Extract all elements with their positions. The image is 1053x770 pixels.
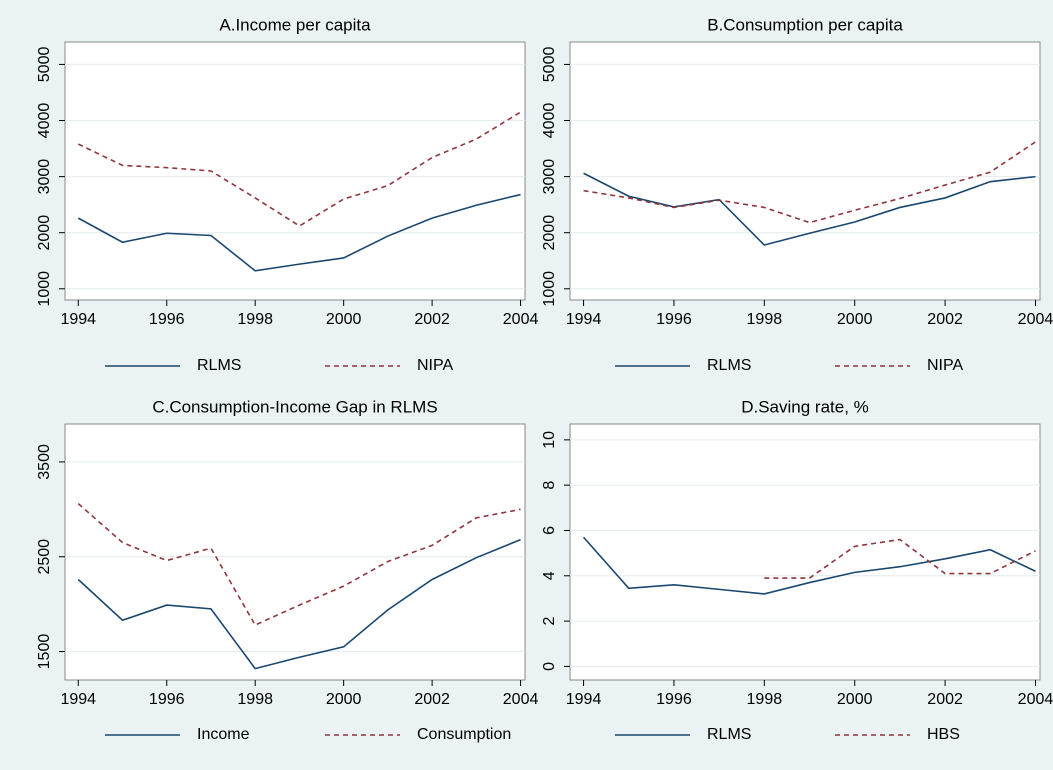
- y-tick-label: 3000: [36, 159, 53, 195]
- y-tick-label: 0: [541, 662, 558, 671]
- legend-label: NIPA: [417, 357, 453, 374]
- x-tick-label: 2002: [927, 311, 963, 328]
- legend-label: Consumption: [417, 726, 511, 743]
- series-line: [582, 536, 1036, 595]
- x-tick-label: 2004: [1018, 311, 1053, 328]
- x-tick-label: 2000: [326, 691, 362, 708]
- y-tick-label: 8: [541, 481, 558, 490]
- x-tick-label: 1994: [60, 311, 96, 328]
- series-line: [583, 172, 1036, 246]
- x-tick-label: 2004: [1018, 691, 1053, 708]
- legend-label: HBS: [927, 726, 960, 743]
- legend-label: NIPA: [927, 357, 963, 374]
- x-tick-label: 2002: [414, 691, 450, 708]
- x-tick-label: 1994: [566, 691, 602, 708]
- chart-title: A.Income per capita: [219, 15, 371, 34]
- x-tick-label: 1994: [566, 311, 602, 328]
- x-tick-label: 2000: [326, 311, 362, 328]
- x-tick-label: 1996: [149, 691, 185, 708]
- x-tick-label: 1994: [60, 691, 96, 708]
- legend-label: RLMS: [707, 357, 751, 374]
- y-tick-label: 5000: [36, 47, 53, 83]
- y-tick-label: 1000: [36, 271, 53, 307]
- x-tick-label: 2004: [503, 311, 539, 328]
- series-line: [77, 503, 521, 627]
- y-tick-label: 6: [541, 526, 558, 535]
- x-tick-label: 2000: [837, 691, 873, 708]
- x-tick-label: 1998: [237, 311, 273, 328]
- series-line: [77, 193, 521, 272]
- series-line: [77, 538, 521, 670]
- legend-label: RLMS: [197, 357, 241, 374]
- x-tick-label: 1998: [237, 691, 273, 708]
- series-line: [583, 141, 1036, 224]
- legend-label: Income: [197, 726, 250, 743]
- x-tick-label: 2002: [927, 691, 963, 708]
- x-tick-label: 1998: [747, 311, 783, 328]
- y-tick-label: 10: [541, 431, 558, 449]
- x-tick-label: 1996: [656, 311, 692, 328]
- plot-area: [64, 41, 526, 301]
- x-tick-label: 1998: [747, 691, 783, 708]
- y-tick-label: 3000: [541, 159, 558, 195]
- y-tick-label: 4000: [541, 103, 558, 139]
- series-line: [77, 111, 521, 227]
- y-tick-label: 1500: [36, 634, 53, 670]
- y-tick-label: 2000: [36, 215, 53, 251]
- chart-title: C.Consumption-Income Gap in RLMS: [152, 397, 437, 416]
- y-tick-label: 4: [541, 571, 558, 580]
- x-tick-label: 2004: [503, 691, 539, 708]
- x-tick-label: 1996: [149, 311, 185, 328]
- chart-title: B.Consumption per capita: [707, 15, 903, 34]
- x-tick-label: 1996: [656, 691, 692, 708]
- legend-label: RLMS: [707, 726, 751, 743]
- y-tick-label: 5000: [541, 47, 558, 83]
- y-tick-label: 3500: [36, 444, 53, 480]
- y-tick-label: 2000: [541, 215, 558, 251]
- y-tick-label: 2: [541, 617, 558, 626]
- chart-title: D.Saving rate, %: [741, 397, 869, 416]
- y-tick-label: 4000: [36, 103, 53, 139]
- plot-area: [64, 423, 526, 681]
- y-tick-label: 2500: [36, 539, 53, 575]
- x-tick-label: 2000: [837, 311, 873, 328]
- y-tick-label: 1000: [541, 271, 558, 307]
- series-line: [764, 538, 1036, 579]
- plot-area: [569, 41, 1041, 301]
- x-tick-label: 2002: [414, 311, 450, 328]
- plot-area: [569, 423, 1041, 681]
